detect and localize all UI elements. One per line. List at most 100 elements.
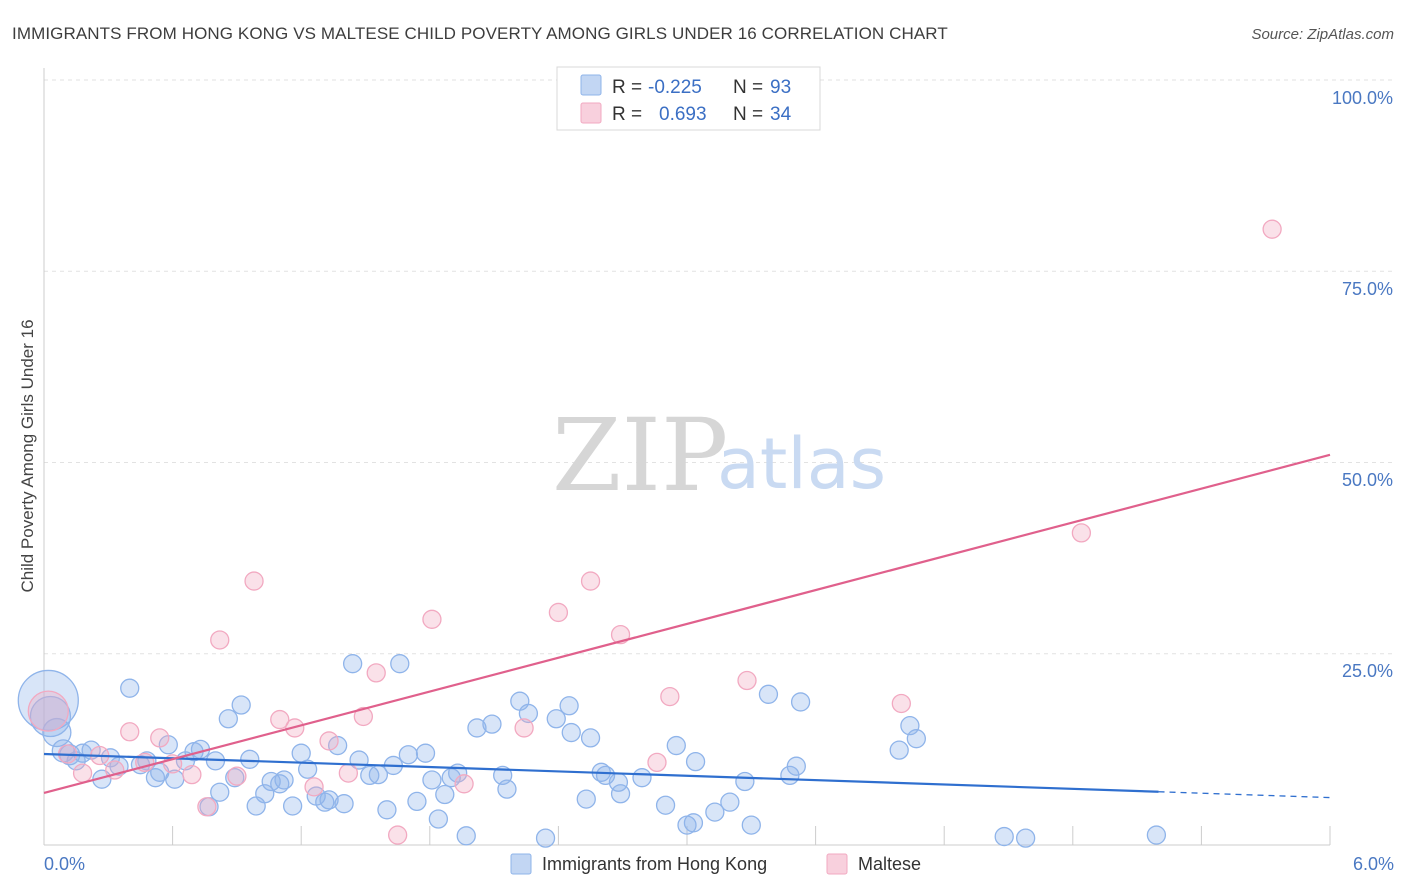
point-hong-kong: [546, 709, 566, 729]
point-maltese: [304, 777, 324, 797]
point-hong-kong: [467, 718, 487, 738]
axes: [43, 68, 1331, 846]
point-hong-kong: [456, 826, 476, 846]
point-hong-kong: [580, 728, 601, 748]
chart-source: Source: ZipAtlas.com: [1251, 26, 1394, 43]
legend-n-value: 93: [770, 77, 791, 98]
point-maltese: [353, 706, 374, 727]
point-hong-kong: [428, 809, 449, 829]
point-hong-kong: [377, 800, 397, 820]
legend-r-value: 0.693: [659, 104, 707, 125]
point-hong-kong: [518, 703, 539, 724]
point-hong-kong: [735, 771, 755, 792]
point-maltese: [319, 731, 339, 751]
point-hong-kong: [906, 729, 926, 749]
legend-r-label: R =: [612, 77, 642, 98]
legend-bottom-label-hong-kong: Immigrants from Hong Kong: [542, 854, 767, 874]
point-maltese: [454, 774, 474, 794]
y-tick-label: 100.0%: [1332, 88, 1393, 108]
point-hong-kong: [576, 789, 596, 809]
x-tick-label: 6.0%: [1353, 854, 1394, 874]
trend-lines: [43, 453, 1331, 799]
point-maltese: [548, 602, 569, 623]
point-hong-kong: [422, 770, 442, 790]
point-hong-kong: [1146, 825, 1167, 845]
point-maltese: [1071, 523, 1092, 543]
point-hong-kong: [720, 792, 740, 812]
point-maltese: [244, 571, 264, 591]
point-hong-kong: [790, 692, 811, 712]
trend-line-maltese: [43, 453, 1331, 795]
grid: [44, 79, 1394, 655]
legend-top: R = -0.225 N = 93 R = 0.693 N = 34: [556, 66, 821, 131]
legend-r-label: R =: [612, 104, 642, 125]
point-hong-kong: [282, 796, 303, 816]
watermark-atlas: atlas: [717, 423, 886, 505]
y-tick-label: 25.0%: [1342, 661, 1393, 681]
point-hong-kong: [319, 790, 339, 810]
legend-r-value: -0.225: [648, 77, 702, 98]
point-hong-kong: [255, 784, 275, 804]
y-tick-label: 75.0%: [1342, 279, 1393, 299]
point-hong-kong: [497, 779, 517, 799]
point-hong-kong: [655, 795, 676, 815]
point-hong-kong: [291, 743, 311, 763]
point-maltese: [366, 663, 386, 683]
point-hong-kong: [610, 784, 631, 804]
legend-bottom-label-maltese: Maltese: [858, 854, 921, 874]
point-maltese: [182, 764, 202, 785]
point-maltese: [737, 670, 757, 691]
point-maltese: [647, 752, 667, 773]
point-hong-kong: [741, 815, 761, 835]
point-maltese: [387, 825, 408, 845]
point-hong-kong: [17, 669, 79, 732]
point-maltese: [514, 718, 534, 738]
point-maltese: [270, 709, 290, 730]
chart-title: IMMIGRANTS FROM HONG KONG VS MALTESE CHI…: [12, 24, 948, 43]
point-maltese: [150, 728, 170, 748]
point-hong-kong: [758, 684, 779, 704]
point-hong-kong: [994, 826, 1014, 847]
point-hong-kong: [889, 740, 909, 760]
point-hong-kong: [334, 794, 354, 814]
point-maltese: [197, 797, 217, 817]
watermark-zip: ZIP: [552, 397, 728, 514]
point-hong-kong: [218, 709, 238, 729]
legend-n-value: 34: [770, 104, 792, 125]
x-tick-labels: 0.0% 6.0%: [44, 854, 1394, 874]
point-hong-kong: [561, 722, 581, 743]
point-hong-kong: [274, 770, 294, 790]
legend-bottom-swatch-maltese: [826, 853, 848, 875]
point-hong-kong: [407, 791, 427, 812]
point-hong-kong: [390, 654, 410, 674]
point-hong-kong: [435, 784, 455, 805]
point-hong-kong: [482, 714, 502, 734]
point-hong-kong: [297, 759, 318, 779]
data-points: [17, 219, 1282, 848]
point-hong-kong: [685, 751, 706, 772]
point-hong-kong: [120, 678, 140, 698]
trend-line-hong-kong-extension: [1158, 791, 1331, 799]
point-hong-kong: [210, 782, 230, 802]
point-maltese: [338, 763, 359, 783]
point-hong-kong: [559, 696, 579, 716]
y-tick-labels: 25.0% 50.0% 75.0% 100.0%: [1332, 88, 1393, 681]
legend-n-label: N =: [733, 104, 763, 125]
trend-line-hong-kong: [43, 752, 1159, 793]
point-hong-kong: [231, 695, 251, 715]
point-maltese: [227, 766, 247, 786]
point-hong-kong: [632, 768, 652, 788]
x-tick-label: 0.0%: [44, 854, 85, 874]
point-hong-kong: [342, 654, 363, 674]
point-maltese: [660, 686, 680, 707]
point-hong-kong: [683, 813, 704, 833]
legend-bottom-swatch-hong-kong: [510, 853, 532, 875]
point-hong-kong: [240, 749, 260, 769]
legend-bottom: Immigrants from Hong Kong Maltese: [510, 853, 921, 875]
point-hong-kong: [1015, 828, 1036, 848]
point-maltese: [580, 571, 601, 591]
point-hong-kong: [398, 745, 419, 765]
point-maltese: [1262, 219, 1282, 239]
y-axis-label: Child Poverty Among Girls Under 16: [18, 319, 37, 592]
